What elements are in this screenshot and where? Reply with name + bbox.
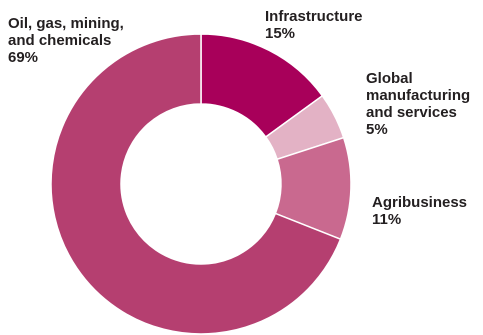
label-global-manufacturing-name-3: and services [366,104,457,121]
label-infrastructure: Infrastructure 15% [265,8,363,42]
label-global-manufacturing-name-2: manufacturing [366,87,471,104]
slice-oil-gas-mining-and-chemicals [50,33,342,335]
label-global-manufacturing-name-1: Global [366,70,413,87]
label-agribusiness-value: 11% [372,211,402,228]
label-oil-gas-mining-name-1: Oil, gas, mining, [8,15,124,32]
label-infrastructure-value: 15% [265,25,296,42]
label-infrastructure-name-1: Infrastructure [265,8,363,25]
label-global-manufacturing: Global manufacturing and services 5% [366,70,470,138]
label-oil-gas-mining-name-2: and chemicals [8,32,112,49]
label-oil-gas-mining: Oil, gas, mining, and chemicals 69% [8,15,124,66]
label-agribusiness-name-1: Agribusiness [372,194,468,211]
label-global-manufacturing-value: 5% [366,121,388,138]
donut-slices [50,33,352,335]
label-agribusiness: Agribusiness 11% [372,194,467,228]
label-oil-gas-mining-value: 69% [8,49,39,66]
